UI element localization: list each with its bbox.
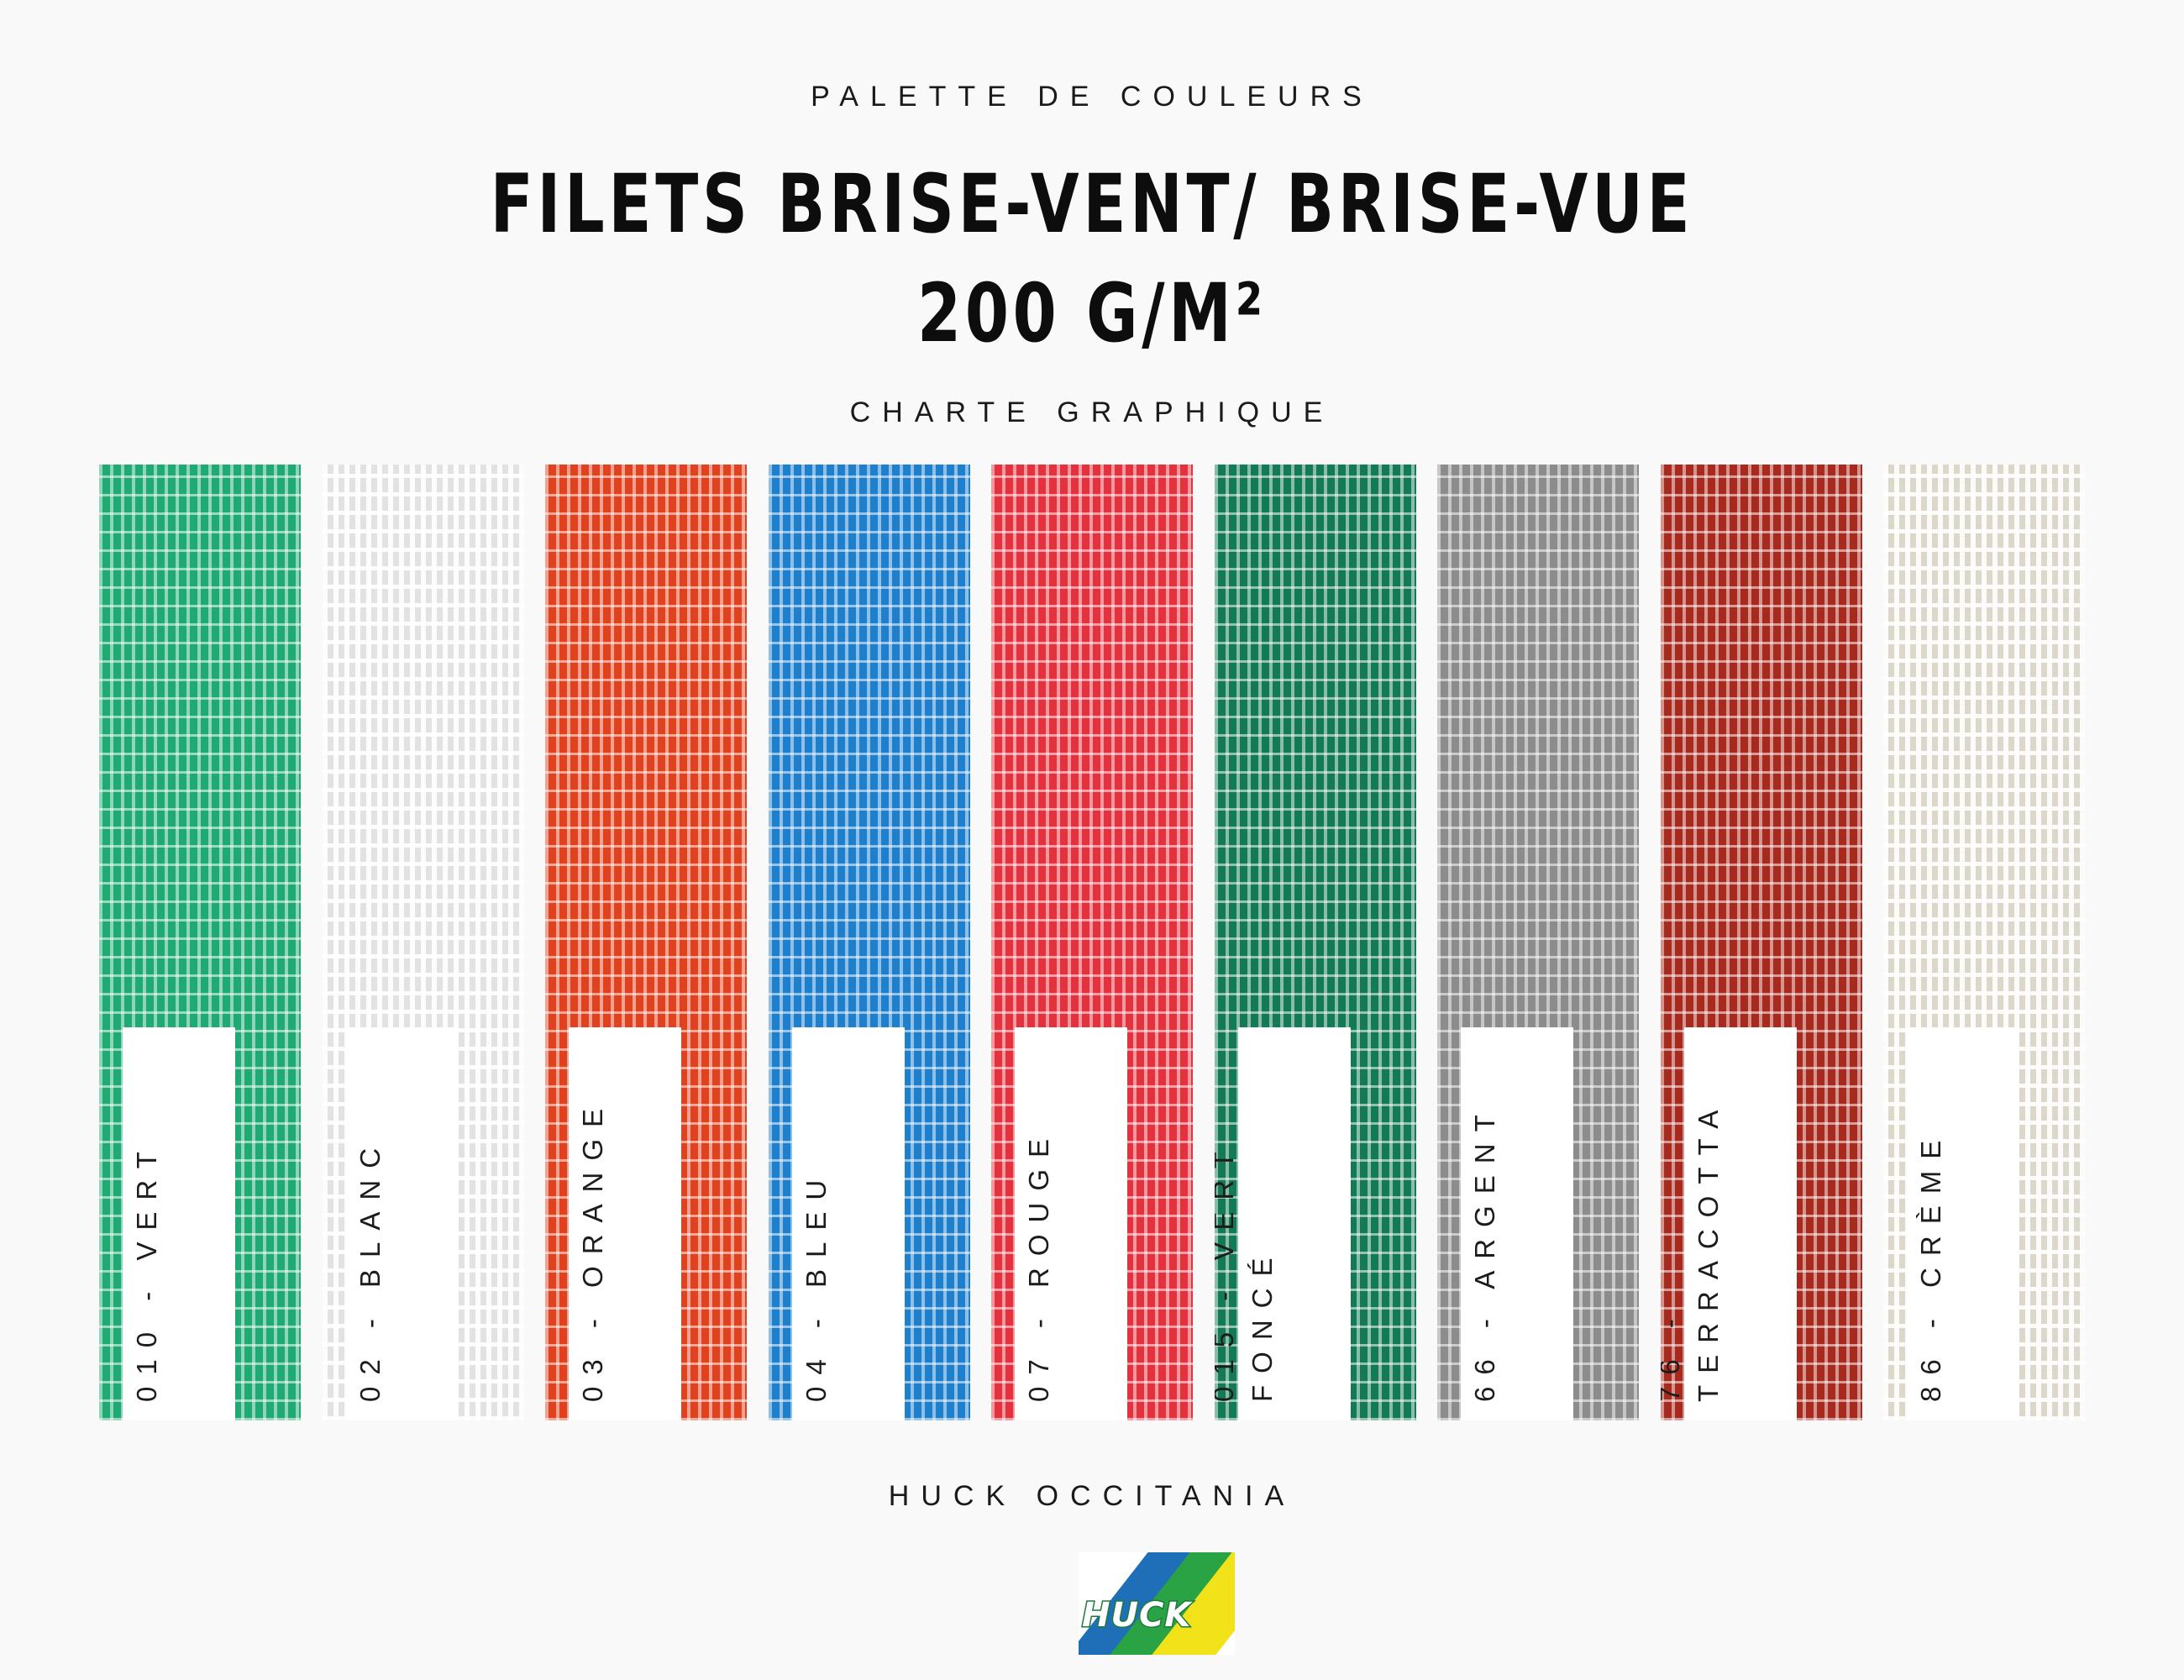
swatch-bleu: 04 - BLEU [768,465,970,1420]
color-swatch-list: 010 - VERT 02 - BLANC 03 - ORANGE 04 - B… [99,465,2085,1420]
company-name: HUCK OCCITANIA [888,1480,1296,1512]
swatch-label: 76 - TERRACOTTA [1660,1098,1724,1402]
swatch-label-card: 010 - VERT [123,1027,235,1420]
swatch-terracotta: 76 - TERRACOTTA [1660,465,1862,1420]
swatch-blanc: 02 - BLANC [322,465,524,1420]
swatch-vert-fonce: 015 - VERT FONCÉ [1214,465,1416,1420]
page-title-weight: 200 G/M² [917,266,1267,360]
logo-wordmark: HUCK [1080,1595,1192,1636]
huck-logo: HUCK [1079,1552,1235,1655]
swatch-label: 07 - ROUGE [1023,1126,1054,1402]
swatch-label-card: 76 - TERRACOTTA [1661,1027,1797,1420]
swatch-label: 03 - ORANGE [577,1096,608,1402]
palette-kicker: PALETTE DE COULEURS [811,81,1373,113]
swatch-vert: 010 - VERT [99,465,301,1420]
swatch-creme: 86 - CRÈME [1883,465,2085,1420]
swatch-label: 015 - VERT FONCÉ [1214,1140,1278,1402]
swatch-label-card: 02 - BLANC [345,1027,459,1420]
swatch-orange: 03 - ORANGE [545,465,747,1420]
swatch-label-card: 66 - ARGENT [1461,1027,1573,1420]
swatch-rouge: 07 - ROUGE [991,465,1193,1420]
swatch-label-card: 03 - ORANGE [569,1027,681,1420]
swatch-label: 04 - BLEU [800,1168,832,1402]
section-heading: CHARTE GRAPHIQUE [849,396,1335,428]
swatch-label-card: 015 - VERT FONCÉ [1215,1027,1351,1420]
swatch-label-card: 86 - CRÈME [1907,1027,2019,1420]
swatch-label: 66 - ARGENT [1469,1103,1500,1402]
swatch-label: 02 - BLANC [354,1136,386,1402]
swatch-label-card: 07 - ROUGE [1015,1027,1127,1420]
page-title: FILETS BRISE-VENT/ BRISE-VUE [490,157,1694,251]
swatch-label-card: 04 - BLEU [791,1027,905,1420]
swatch-argent: 66 - ARGENT [1437,465,1639,1420]
swatch-label: 86 - CRÈME [1915,1128,1946,1402]
swatch-label: 010 - VERT [131,1140,162,1402]
